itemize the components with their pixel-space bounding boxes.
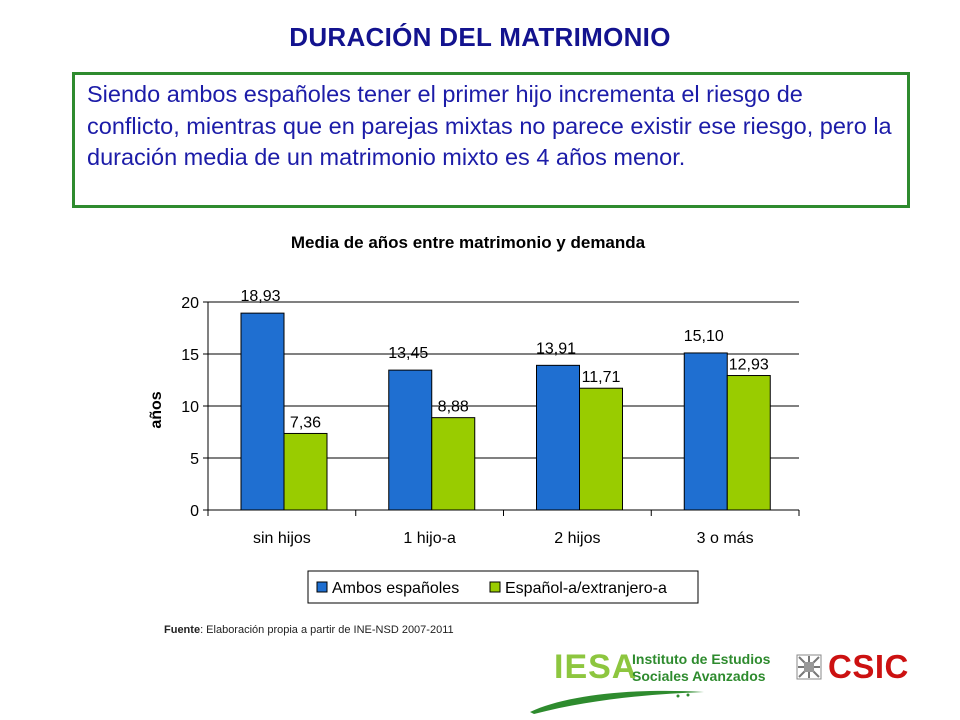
csic-wordmark: CSIC [828,648,909,685]
iesa-acronym: IESA [554,648,638,686]
source-label: Fuente [164,624,201,636]
chart-title: Media de años entre matrimonio y demanda [291,233,646,252]
data-label: 8,88 [438,399,469,416]
x-tick-label: 2 hijos [554,530,600,547]
data-label: 13,91 [536,340,576,357]
bar [240,312,285,511]
iesa-swoosh-icon [530,690,704,714]
axes: 0 5 10 15 20 sin hijos 1 hijo-a 2 hijos 3 o más [181,295,800,547]
x-tick-label: 3 o más [697,530,754,547]
data-label: 13,45 [388,345,428,362]
y-tick-label: 5 [190,451,199,468]
data-label: 18,93 [240,288,280,305]
bar [726,375,771,511]
legend-label: Ambos españoles [332,580,459,597]
y-tick-label: 15 [181,347,199,364]
x-tick-label: sin hijos [253,530,311,547]
bar [283,432,328,511]
y-tick-label: 0 [190,503,199,520]
summary-text-box: Siendo ambos españoles tener el primer h… [72,72,910,208]
legend: Ambos españoles Español-a/extranjero-a [307,570,699,604]
csic-emblem-icon [796,654,822,680]
data-labels: 18,93 7,36 13,45 8,88 13,91 11,71 15,10 12,93 [240,288,768,431]
data-label: 7,36 [290,414,321,431]
legend-swatch [489,581,501,593]
bar [431,417,476,511]
bar-chart: Media de años entre matrimonio y demanda… [148,233,800,604]
legend-box [307,570,699,604]
iesa-name-line1: Instituto de Estudios [632,651,771,667]
source-note: Fuente: Elaboración propia a partir de I… [164,624,454,636]
bar [579,387,623,511]
data-label: 12,93 [729,357,769,374]
summary-text: Siendo ambos españoles tener el primer h… [87,81,892,170]
y-axis-label: años [148,391,165,428]
iesa-logo: IESA Instituto de Estudios Sociales Avan… [528,648,778,718]
legend-swatch [316,581,328,593]
bars [240,312,771,511]
y-tick-label: 20 [181,295,199,312]
y-tick-label: 10 [181,399,199,416]
data-label: 15,10 [684,328,724,345]
x-tick-label: 1 hijo-a [403,530,456,547]
source-text: : Elaboración propia a partir de INE-NSD… [200,624,454,636]
iesa-name-line2: Sociales Avanzados [632,668,766,684]
bar [536,364,580,511]
bar [683,352,728,511]
legend-label: Español-a/extranjero-a [505,580,667,597]
csic-logo: CSIC [796,648,926,686]
slide-title: DURACIÓN DEL MATRIMONIO [289,22,671,52]
bar [388,369,433,511]
data-label: 11,71 [582,369,621,386]
